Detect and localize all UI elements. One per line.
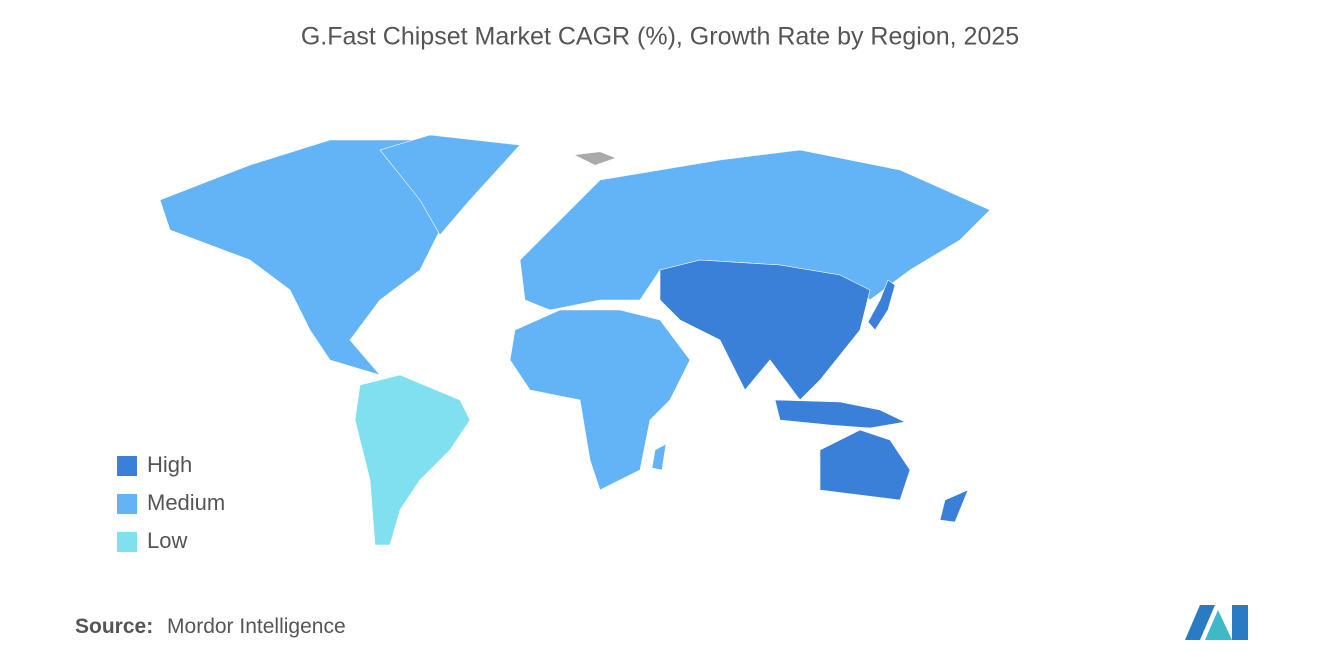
source: Source: Mordor Intelligence — [75, 615, 346, 638]
australia — [819, 429, 911, 501]
south-america — [354, 374, 471, 546]
legend-swatch — [117, 456, 137, 476]
legend-label: Low — [147, 528, 187, 553]
greenland — [379, 134, 521, 236]
legend-swatch — [117, 494, 137, 514]
no-data-region — [575, 152, 615, 165]
north-america — [159, 139, 441, 376]
legend-swatch — [117, 532, 137, 552]
legend: High Medium Low — [117, 452, 225, 553]
legend-label: Medium — [147, 490, 225, 515]
japan — [867, 279, 896, 331]
title: G.Fast Chipset Market CAGR (%), Growth R… — [301, 23, 1019, 51]
legend-label: High — [147, 452, 192, 477]
logo — [1185, 605, 1248, 640]
world-map — [159, 134, 991, 546]
southeast-asia-islands — [774, 399, 906, 429]
source-name: Mordor Intelligence — [167, 615, 346, 638]
new-zealand — [939, 489, 969, 523]
source-label: Source: — [75, 615, 153, 638]
africa-middle-east — [509, 309, 691, 491]
madagascar — [651, 443, 667, 471]
asia — [659, 259, 871, 401]
